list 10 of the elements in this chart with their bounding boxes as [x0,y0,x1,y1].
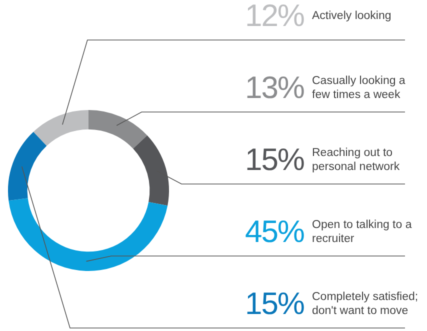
slice-label: Actively looking [312,9,392,23]
data-label: 45% [244,214,304,250]
data-label: 12% [244,0,304,34]
slice-label: Casually looking a few times a week [312,74,406,102]
slice-label: Completely satisfied; don't want to move [312,290,420,318]
data-label: 15% [244,142,304,178]
data-label: 13% [244,70,304,106]
slice-label: Open to talking to a recruiter [312,218,413,246]
slice-label: Reaching out to personal network [312,146,401,174]
data-label: 15% [244,286,304,322]
